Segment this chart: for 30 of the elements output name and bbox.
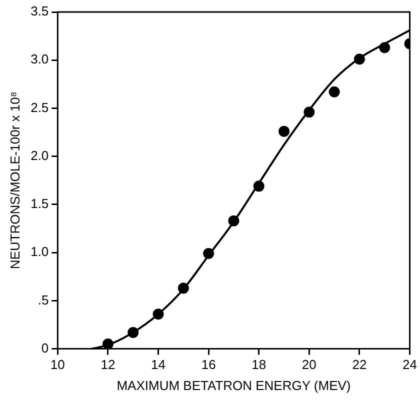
x-tick-label: 10: [50, 357, 65, 372]
y-tick-label: 2.5: [30, 100, 49, 115]
y-tick-label: .5: [38, 292, 49, 308]
x-tick-label: 20: [302, 357, 316, 372]
x-tick-label: 14: [151, 357, 166, 372]
point: [128, 326, 139, 338]
point: [203, 248, 214, 260]
y-tick-label: 1.0: [30, 244, 49, 260]
y-tick-label: 2.0: [30, 148, 49, 163]
point: [379, 42, 390, 54]
point: [102, 338, 114, 349]
point: [178, 282, 189, 294]
x-axis-title: MAXIMUM BETATRON ENERGY (MEV): [116, 378, 351, 393]
y-tick-label: 1.5: [30, 196, 49, 212]
point: [228, 215, 240, 226]
point: [253, 180, 264, 192]
y-axis-title: NEUTRONS/MOLE-100r x 10⁸: [7, 92, 22, 270]
point: [328, 86, 340, 98]
y-tick-label: 3.5: [30, 4, 49, 19]
point: [304, 106, 315, 118]
x-tick-label: 18: [252, 357, 266, 372]
point: [278, 126, 290, 137]
y-tick-label: 0: [41, 340, 49, 356]
x-tick-label: 16: [201, 357, 216, 372]
y-tick-label: 3.0: [30, 52, 49, 67]
point: [354, 54, 365, 65]
x-tick-label: 24: [402, 357, 418, 372]
point: [152, 308, 164, 320]
x-tick-label: 22: [352, 357, 367, 372]
x-tick-label: 12: [100, 357, 116, 372]
